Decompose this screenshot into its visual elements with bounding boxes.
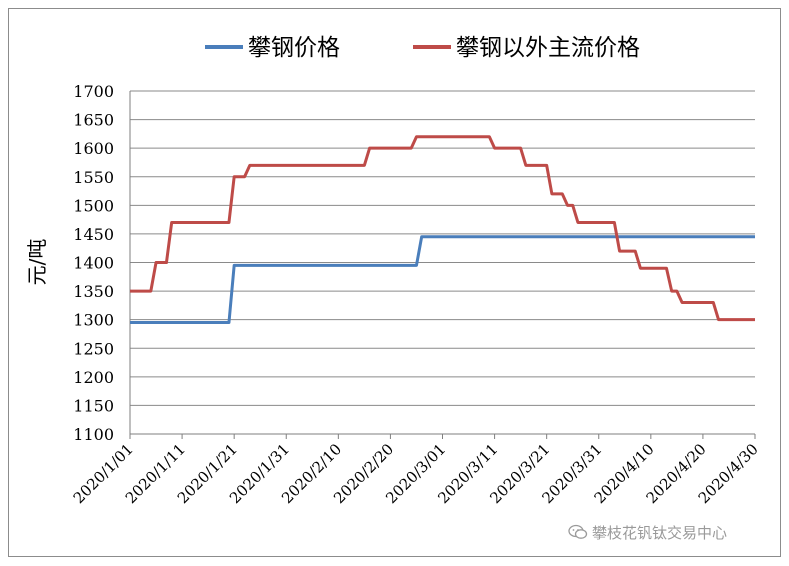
y-tick-label: 1200 bbox=[73, 368, 114, 387]
chart-frame bbox=[8, 8, 781, 557]
watermark-text: 攀枝花钒钛交易中心 bbox=[592, 523, 728, 542]
y-tick-label: 1650 bbox=[73, 111, 114, 130]
y-tick-label: 1100 bbox=[73, 425, 114, 444]
y-tick-labels: 1100 1150 1200 1250 1300 1350 1400 1450 1500 1550… bbox=[73, 82, 114, 444]
watermark: 攀枝花钒钛交易中心 bbox=[568, 520, 727, 544]
legend-label-1: 攀钢价格 bbox=[248, 35, 340, 61]
y-tick-label: 1700 bbox=[73, 82, 114, 101]
series-line-2 bbox=[130, 135, 755, 322]
y-tick-label: 1300 bbox=[73, 311, 114, 330]
wechat-icon bbox=[568, 524, 588, 539]
y-axis-label: 元/吨 bbox=[25, 239, 49, 286]
series-lines bbox=[130, 135, 755, 325]
y-tick-label: 1500 bbox=[73, 196, 114, 215]
legend: 攀钢价格 攀钢以外主流价格 bbox=[205, 35, 640, 61]
axes bbox=[129, 91, 756, 439]
y-tick-label: 1250 bbox=[73, 339, 114, 358]
legend-label-2: 攀钢以外主流价格 bbox=[456, 35, 640, 61]
y-tick-label: 1350 bbox=[73, 282, 114, 301]
y-tick-label: 1600 bbox=[73, 139, 114, 158]
y-tick-label: 1400 bbox=[73, 254, 114, 273]
series-line-1 bbox=[130, 235, 755, 325]
y-tick-label: 1450 bbox=[73, 225, 114, 244]
x-tick-labels: 2020/1/012020/1/112020/1/212020/1/312020… bbox=[70, 440, 762, 507]
y-tick-label: 1150 bbox=[73, 396, 114, 415]
y-tick-label: 1550 bbox=[73, 168, 114, 187]
